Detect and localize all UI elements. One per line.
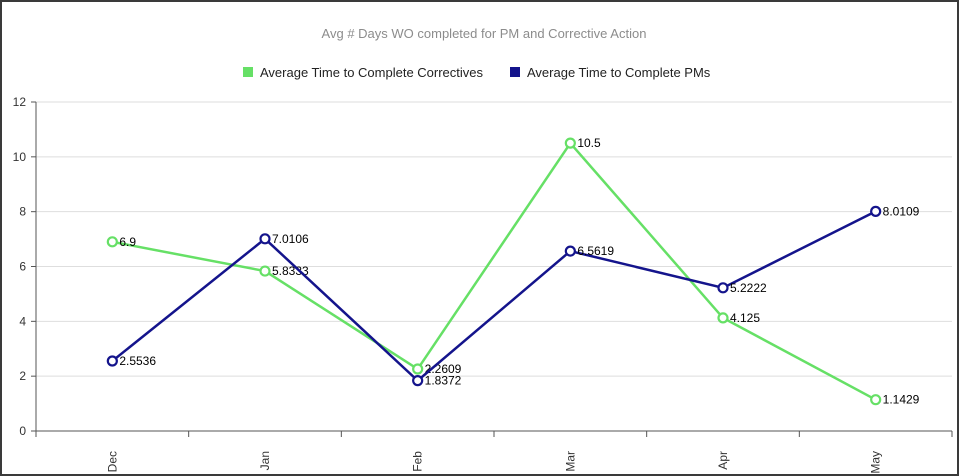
y-tick-label: 4 [19,314,26,328]
legend-label-2: Average Time to Complete PMs [527,65,711,80]
y-tick-label: 8 [19,205,26,219]
series-line-1 [112,141,877,401]
data-point-2-may[interactable] [870,205,882,217]
data-point-1-apr[interactable] [717,312,729,324]
x-tick-label-may: May [869,451,883,474]
series-2: 2.5536 7.0106 1.8372 6.5619 5.2222 8.0109 [106,204,920,388]
data-label-2-feb: 1.8372 [425,374,462,388]
y-tick-label: 0 [19,424,26,438]
data-point-2-dec[interactable] [106,355,118,367]
data-label-2-jan: 7.0106 [272,232,309,246]
x-tick-label-dec: Dec [105,451,119,472]
data-label-1-jan: 5.8333 [272,264,309,278]
data-point-1-mar[interactable] [564,137,576,149]
data-label-2-mar: 6.5619 [577,244,614,258]
x-tick-label-mar: Mar [563,451,577,472]
data-label-2-may: 8.0109 [883,204,920,218]
data-point-1-dec[interactable] [106,236,118,248]
axes: Dec Jan Feb Mar Apr May [35,102,953,474]
legend-label-1: Average Time to Complete Correctives [260,65,484,80]
data-label-1-mar: 10.5 [577,136,601,150]
legend: Average Time to Complete Correctives Aver… [243,65,711,80]
data-point-1-feb[interactable] [412,363,424,375]
x-tick-label-feb: Feb [411,451,425,472]
y-tick-label: 2 [19,369,26,383]
data-label-1-apr: 4.125 [730,311,760,325]
legend-swatch-1 [243,67,253,77]
x-tick-label-jan: Jan [258,451,272,470]
data-label-2-apr: 5.2222 [730,281,767,295]
data-point-2-mar[interactable] [564,245,576,257]
data-point-2-feb[interactable] [412,375,424,387]
y-tick-label: 12 [13,95,27,109]
data-point-2-apr[interactable] [717,282,729,294]
data-point-1-jan[interactable] [259,265,271,277]
data-label-1-may: 1.1429 [883,393,920,407]
gridlines: 0 2 4 6 8 10 12 [13,95,952,438]
x-tick-label-apr: Apr [716,451,730,470]
legend-swatch-2 [510,67,520,77]
data-label-2-dec: 2.5536 [119,354,156,368]
data-label-1-dec: 6.9 [119,235,136,249]
y-tick-label: 10 [13,150,27,164]
chart-title: Avg # Days WO completed for PM and Corre… [322,26,647,41]
series-line-2 [111,210,877,383]
data-point-1-may[interactable] [870,394,882,406]
y-tick-label: 6 [19,260,26,274]
series-group: 6.95.83332.260910.54.1251.14292.55367.01… [106,136,920,407]
data-point-2-jan[interactable] [259,233,271,245]
